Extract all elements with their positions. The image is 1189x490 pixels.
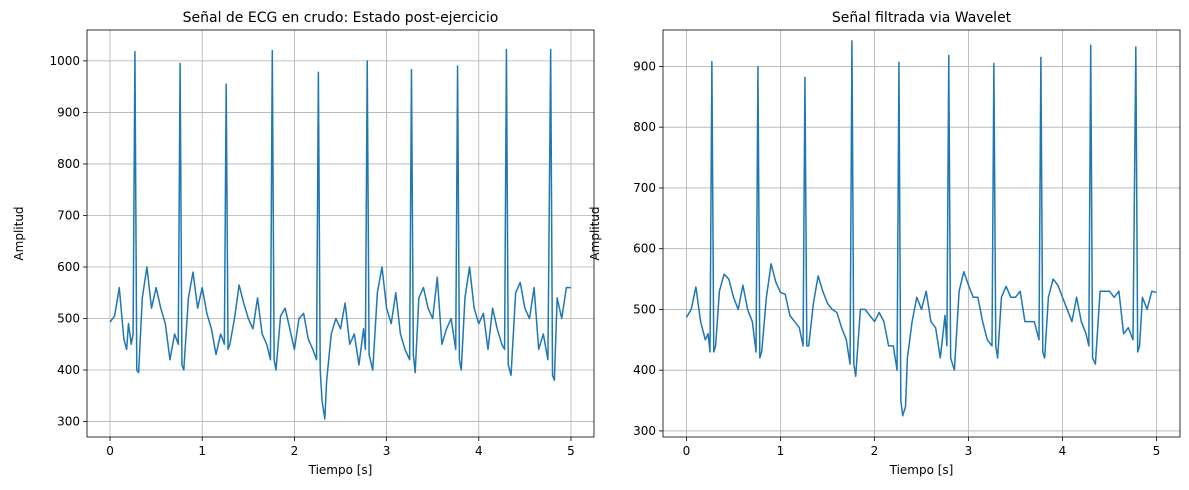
y-tick-label: 400 (633, 363, 656, 377)
y-tick-label: 300 (633, 424, 656, 438)
ecg-series-line (109, 48, 571, 420)
x-tick-label: 2 (291, 444, 299, 458)
raw-ecg-chart: Señal de ECG en crudo: Estado post-ejerc… (12, 10, 595, 477)
x-tick-label: 5 (567, 444, 575, 458)
y-tick-label: 400 (57, 363, 80, 377)
y-tick-label: 900 (57, 105, 80, 119)
y-tick-label: 600 (633, 242, 656, 256)
y-tick-label: 700 (633, 181, 656, 195)
x-axis-label: Tiempo [s] (308, 463, 373, 477)
y-tick-label: 700 (57, 208, 80, 222)
axes-frame (86, 29, 595, 438)
y-tick-label: 800 (633, 120, 656, 134)
ecg-series-line (685, 40, 1157, 417)
y-tick-label: 600 (57, 260, 80, 274)
x-axis-label: Tiempo [s] (889, 463, 954, 477)
wavelet-filtered-chart: Señal filtrada via Wavelet Tiempo [s] Am… (588, 10, 1181, 477)
x-tick-label: 1 (198, 444, 206, 458)
chart-title: Señal filtrada via Wavelet (832, 10, 1012, 26)
y-tick-label: 500 (633, 302, 656, 316)
y-tick-label: 1000 (49, 54, 80, 68)
x-tick-label: 1 (777, 444, 785, 458)
x-tick-label: 2 (871, 444, 879, 458)
chart-title: Señal de ECG en crudo: Estado post-ejerc… (183, 10, 499, 26)
y-tick-label: 300 (57, 415, 80, 429)
y-axis-label: Amplitud (12, 206, 26, 260)
x-tick-label: 3 (965, 444, 973, 458)
x-tick-label: 0 (106, 444, 114, 458)
x-tick-label: 5 (1153, 444, 1161, 458)
axes-frame (662, 29, 1181, 438)
y-tick-label: 500 (57, 312, 80, 326)
x-tick-label: 3 (383, 444, 391, 458)
x-tick-label: 4 (1059, 444, 1067, 458)
x-tick-label: 4 (475, 444, 483, 458)
y-tick-label: 800 (57, 157, 80, 171)
x-tick-label: 0 (683, 444, 691, 458)
y-tick-label: 900 (633, 59, 656, 73)
y-axis-label: Amplitud (588, 206, 602, 260)
